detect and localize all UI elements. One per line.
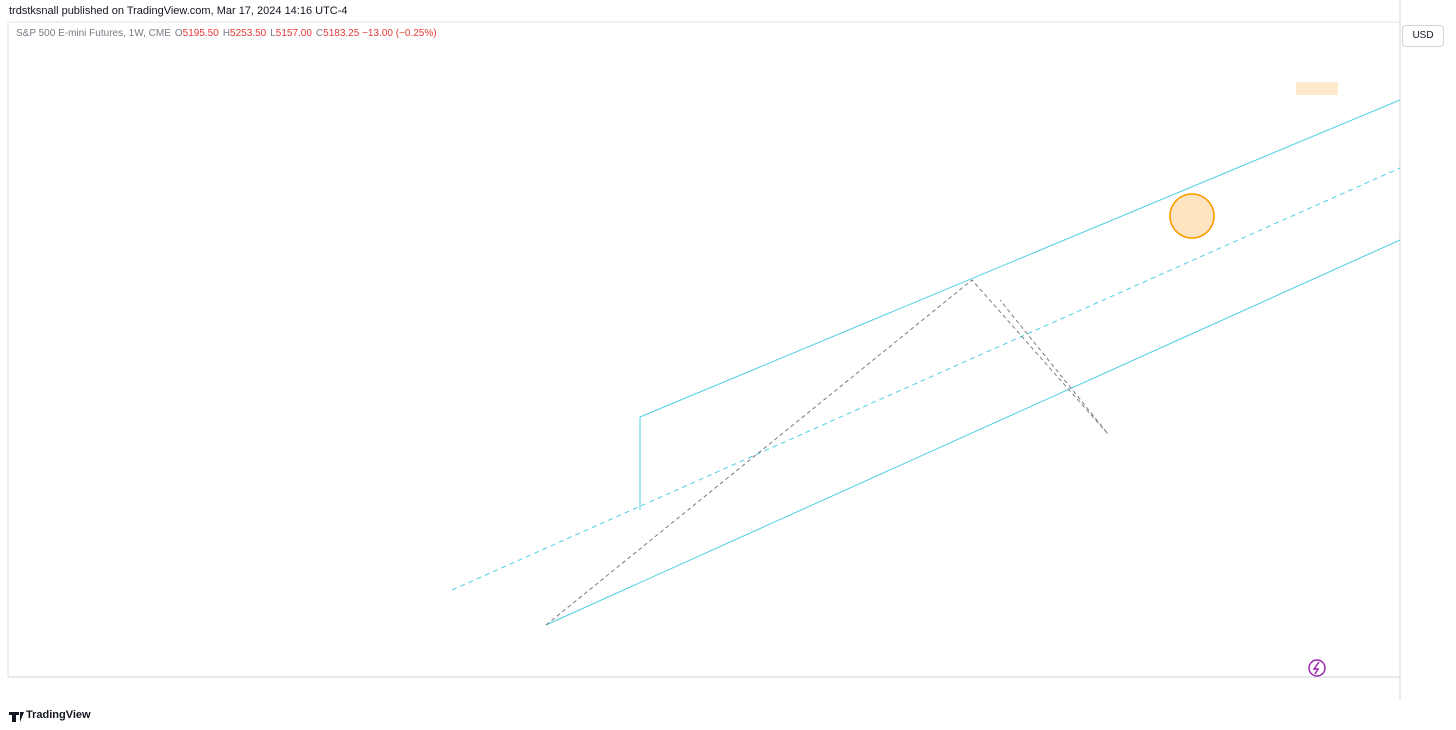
highlight-circle: [1169, 193, 1215, 239]
ohlc-key: H: [222, 28, 231, 39]
drawings: [451, 82, 1401, 677]
channel-lower: [545, 239, 1401, 626]
publisher: trdstksnall published on TradingView.com…: [9, 5, 348, 17]
ohlc-value: 5253.50: [230, 28, 267, 39]
ohlc-value: 5183.25: [323, 28, 360, 39]
alert-icon[interactable]: [1308, 659, 1326, 677]
ohlc: O5195.50 H5253.50 L5157.00 C5183.25: [171, 28, 359, 39]
brand: TradingView: [26, 709, 91, 721]
ohlc-value: 5195.50: [182, 28, 219, 39]
symbol: S&P 500 E-mini Futures, 1W, CME: [16, 28, 171, 39]
channel-mid: [451, 167, 1401, 591]
brand-logo: [9, 712, 24, 722]
ohlc-key: L: [270, 28, 276, 39]
alert-bolt: [1312, 661, 1320, 675]
ohlc-key: C: [315, 28, 324, 39]
currency-button[interactable]: USD: [1402, 25, 1444, 47]
plot-frame: [7, 21, 1401, 678]
change: −13.00 (−0.25%): [362, 28, 437, 39]
channel-upper: [639, 99, 1401, 418]
fib-trend: [545, 279, 1109, 626]
highlight-box: [1296, 82, 1338, 95]
symbol-legend: S&P 500 E-mini Futures, 1W, CME O5195.50 H…: [16, 28, 437, 39]
ohlc-value: 5157.00: [275, 28, 312, 39]
ohlc-key: O: [174, 28, 183, 39]
